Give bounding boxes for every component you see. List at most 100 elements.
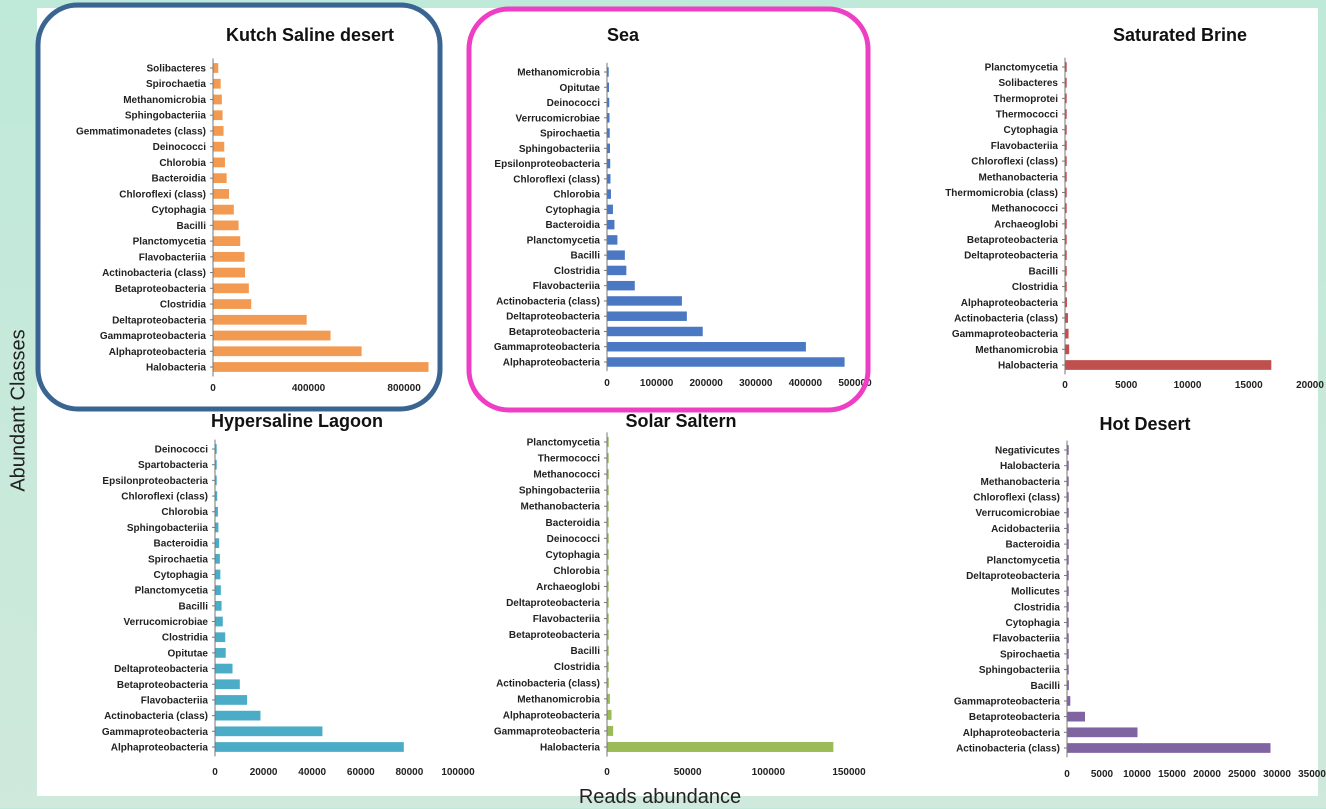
x-tick-label: 80000 xyxy=(395,767,423,778)
category-label: Cytophagia xyxy=(546,205,601,216)
bar-thermoprotei xyxy=(1065,93,1067,104)
bar-opitutae xyxy=(215,648,226,658)
x-tick-label: 200000 xyxy=(690,378,724,389)
category-label: Betaproteobacteria xyxy=(509,327,601,338)
x-tick-label: 15000 xyxy=(1158,769,1186,780)
category-label: Verrucomicrobiae xyxy=(976,508,1061,519)
bar-sphingobacteriia xyxy=(213,110,223,121)
category-label: Gammaproteobacteria xyxy=(102,727,209,738)
category-label: Halobacteria xyxy=(540,743,600,754)
bar-deltaproteobacteria xyxy=(1065,250,1067,261)
category-label: Archaeoglobi xyxy=(994,219,1058,230)
category-label: Methanobacteria xyxy=(521,502,601,513)
bar-clostridia xyxy=(1065,281,1067,292)
category-label: Epsilonproteobacteria xyxy=(102,476,208,487)
category-label: Deltaproteobacteria xyxy=(112,315,206,326)
panel-title: Hypersaline Lagoon xyxy=(211,411,383,431)
bar-flavobacteriia xyxy=(213,251,245,262)
bar-bacteroidia xyxy=(215,538,220,548)
category-label: Spirochaetia xyxy=(540,129,600,140)
category-label: Spirochaetia xyxy=(1000,649,1060,660)
bar-bacteroidia xyxy=(1067,539,1069,549)
bar-gemmatimonadetes-class- xyxy=(213,126,224,136)
category-label: Deinococci xyxy=(155,445,209,456)
x-tick-label: 20000 xyxy=(1296,380,1324,391)
category-label: Halobacteria xyxy=(998,361,1058,372)
bar-gammaproteobacteria xyxy=(1067,696,1071,706)
bar-methanomicrobia xyxy=(607,67,609,77)
category-label: Spirochaetia xyxy=(148,554,208,565)
bar-alphaproteobacteria xyxy=(215,742,404,752)
category-label: Actinobacteria (class) xyxy=(104,711,208,722)
x-tick-label: 0 xyxy=(1064,769,1070,780)
bar-sphingobacteriia xyxy=(215,522,219,533)
bar-thermomicrobia-class- xyxy=(1065,187,1067,198)
bar-flavobacteriia xyxy=(607,280,635,291)
category-label: Alphaproteobacteria xyxy=(111,743,209,754)
category-label: Epsilonproteobacteria xyxy=(494,159,600,170)
category-label: Bacteroidia xyxy=(546,220,601,231)
bar-actinobacteria-class- xyxy=(607,296,682,306)
bar-verrucomicrobiae xyxy=(607,113,610,123)
category-label: Actinobacteria (class) xyxy=(496,296,600,307)
panel-4: Hypersaline Lagoon Deinococci Spartobacter… xyxy=(102,411,475,778)
bar-cytophagia xyxy=(607,549,609,560)
bar-deltaproteobacteria xyxy=(1067,570,1069,581)
x-tick-label: 60000 xyxy=(347,767,375,778)
bar-halobacteria xyxy=(1065,360,1272,370)
bar-methanobacteria xyxy=(1067,476,1069,487)
bar-chlorobia xyxy=(607,565,609,576)
bar-thermococci xyxy=(607,453,609,464)
bar-archaeoglobi xyxy=(1065,218,1067,229)
bar-methanococci xyxy=(607,469,609,480)
bar-alphaproteobacteria xyxy=(607,709,612,720)
category-label: Flavobacteriia xyxy=(139,252,207,263)
category-label: Spirochaetia xyxy=(146,79,206,90)
bar-alphaproteobacteria xyxy=(607,357,845,367)
bar-acidobacteriia xyxy=(1067,523,1069,534)
x-tick-label: 400000 xyxy=(292,383,326,394)
bar-deltaproteobacteria xyxy=(607,597,609,608)
category-label: Betaproteobacteria xyxy=(969,712,1061,723)
panel-2: Sea Methanomicrobia Opitutae Deinococci Verr… xyxy=(466,6,872,413)
category-label: Planctomycetia xyxy=(985,63,1059,74)
bar-actinobacteria-class- xyxy=(213,267,246,278)
x-tick-label: 20000 xyxy=(250,767,278,778)
category-label: Actinobacteria (class) xyxy=(496,678,600,689)
x-tick-label: 5000 xyxy=(1115,380,1138,391)
category-label: Alphaproteobacteria xyxy=(961,298,1059,309)
x-tick-label: 0 xyxy=(212,767,218,778)
category-label: Flavobacteriia xyxy=(991,141,1059,152)
bar-halobacteria xyxy=(607,742,834,752)
category-label: Betaproteobacteria xyxy=(967,235,1059,246)
bar-chloroflexi-class- xyxy=(213,189,230,199)
category-label: Flavobacteriia xyxy=(533,614,601,625)
category-label: Thermococci xyxy=(996,110,1058,121)
bar-chlorobia xyxy=(215,506,218,517)
bar-spirochaetia xyxy=(215,553,220,564)
category-label: Alphaproteobacteria xyxy=(109,347,207,358)
bar-bacteroidia xyxy=(607,219,615,230)
category-label: Opitutae xyxy=(559,83,600,94)
category-label: Gammaproteobacteria xyxy=(952,329,1059,340)
bar-gammaproteobacteria xyxy=(607,725,614,736)
panel-1: Kutch Saline desert Solibacteres Spirochae… xyxy=(35,2,443,412)
category-label: Deinococci xyxy=(547,534,601,545)
bar-chlorobia xyxy=(607,189,611,199)
bar-gammaproteobacteria xyxy=(215,726,323,737)
bar-gammaproteobacteria xyxy=(213,330,331,341)
x-tick-label: 10000 xyxy=(1123,769,1151,780)
category-label: Cytophagia xyxy=(1006,618,1061,629)
category-label: Bacilli xyxy=(177,221,207,232)
x-tick-label: 20000 xyxy=(1193,769,1221,780)
category-label: Sphingobacteriia xyxy=(519,486,601,497)
bar-sphingobacteriia xyxy=(607,143,610,154)
category-label: Flavobacteriia xyxy=(533,281,601,292)
category-label: Thermomicrobia (class) xyxy=(945,188,1058,199)
y-axis-label: Abundant Classes xyxy=(7,328,30,492)
x-tick-label: 15000 xyxy=(1235,380,1263,391)
category-label: Methanobacteria xyxy=(981,477,1061,488)
category-label: Archaeoglobi xyxy=(536,582,600,593)
category-label: Bacteroidia xyxy=(152,174,207,185)
